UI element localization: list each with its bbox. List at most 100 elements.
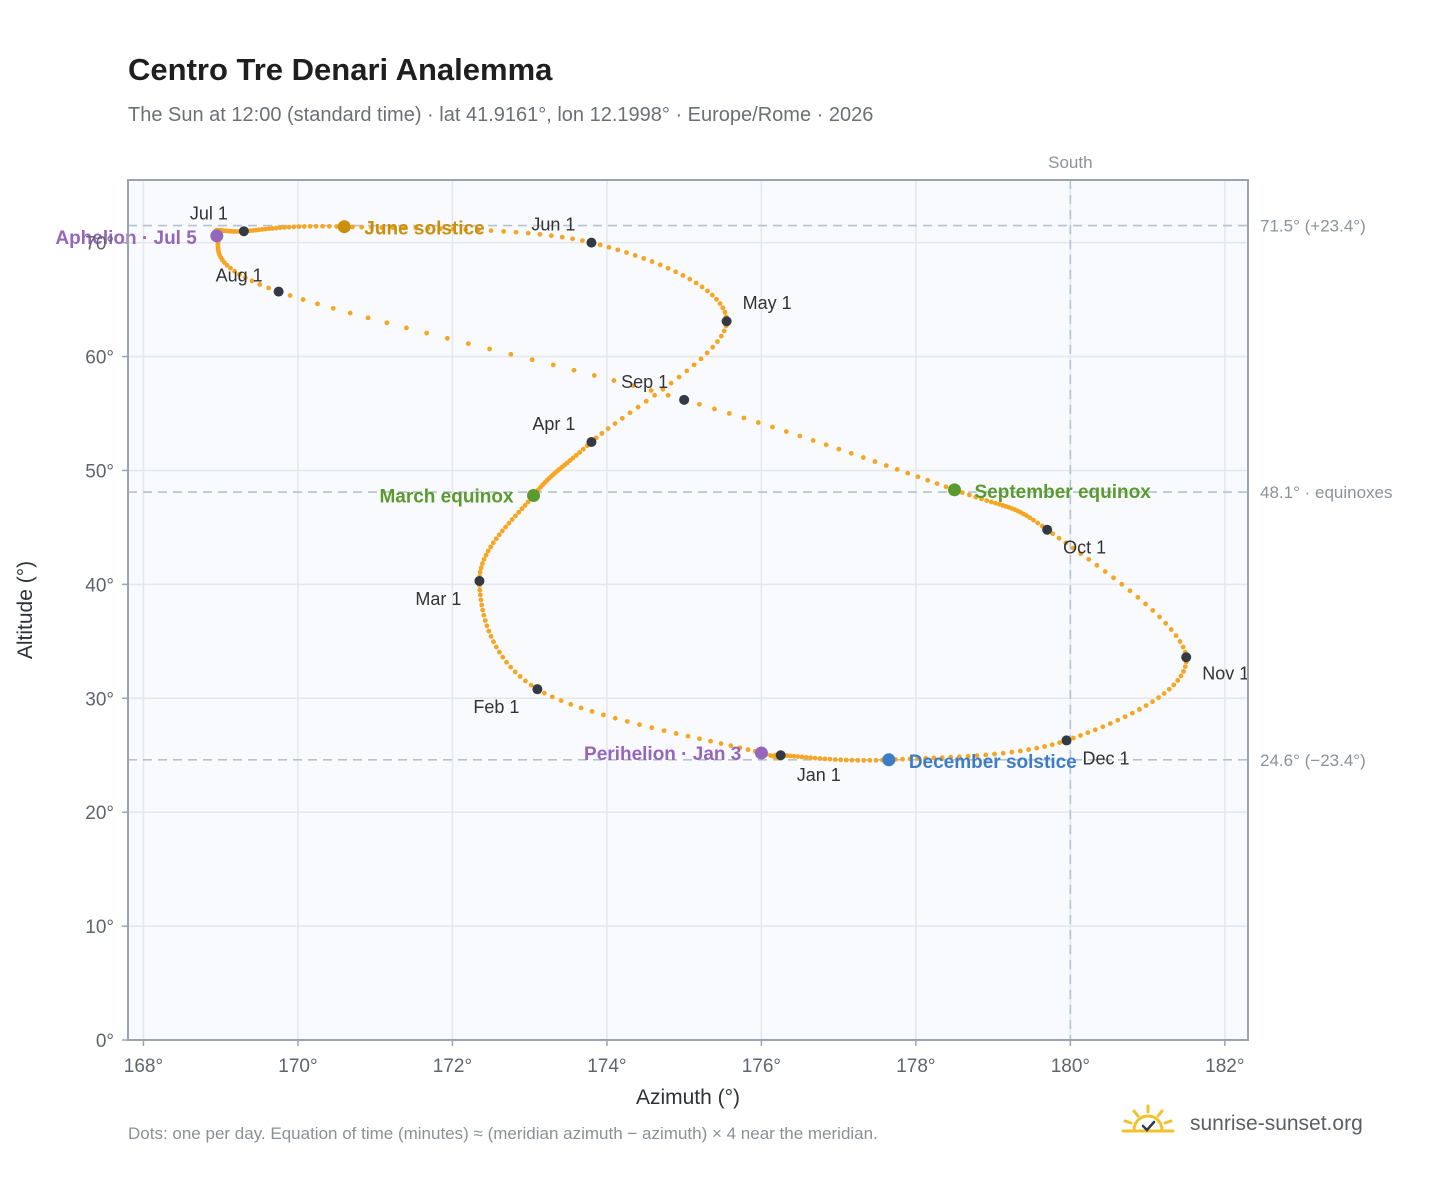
daily-sun-dot: [484, 623, 490, 629]
daily-sun-dot: [1031, 517, 1037, 523]
brand-logo[interactable]: sunrise-sunset.org: [1120, 1100, 1390, 1150]
daily-sun-dot: [900, 756, 905, 762]
daily-sun-dot: [665, 392, 671, 398]
daily-sun-dot: [1050, 531, 1056, 537]
daily-sun-dot: [480, 607, 486, 613]
daily-sun-dot: [705, 288, 710, 294]
daily-sun-dot: [848, 450, 854, 456]
daily-sun-dot: [1175, 678, 1181, 683]
daily-sun-dot: [291, 224, 297, 230]
daily-sun-dot: [907, 756, 913, 762]
daily-sun-dot: [810, 438, 816, 443]
daily-sun-dot: [849, 757, 855, 763]
daily-sun-dot: [832, 757, 838, 762]
x-tick-label: 182°: [1205, 1056, 1244, 1077]
month-label: Mar 1: [415, 589, 461, 609]
daily-sun-dot: [722, 309, 728, 315]
plot-frame: [127, 179, 1249, 1041]
daily-sun-dot: [487, 346, 492, 352]
daily-sun-dot: [477, 587, 483, 593]
daily-sun-dot: [737, 745, 743, 751]
daily-sun-dot: [330, 305, 336, 311]
event-label: June solstice: [364, 219, 484, 240]
daily-sun-dot: [517, 674, 523, 679]
month-label: Feb 1: [473, 697, 519, 717]
daily-sun-dot: [931, 755, 937, 761]
daily-sun-dot: [282, 224, 287, 230]
daily-sun-dot: [369, 224, 374, 230]
daily-sun-dot: [1181, 668, 1186, 674]
daily-sun-dot: [838, 757, 844, 763]
y-tick-label: 20°: [85, 803, 114, 824]
daily-sun-dot: [549, 694, 555, 700]
month-marker: [1061, 735, 1072, 746]
daily-sun-dot: [477, 569, 483, 575]
daily-sun-dot: [1182, 664, 1188, 670]
daily-sun-dot: [513, 229, 519, 235]
daily-sun-dot: [697, 401, 702, 407]
daily-sun-dot: [1150, 608, 1156, 613]
daily-sun-dot: [925, 477, 931, 483]
daily-sun-dot: [797, 433, 803, 439]
month-marker: [721, 316, 732, 327]
daily-sun-dot: [649, 259, 655, 264]
daily-sun-dot: [541, 690, 547, 696]
reference-line-label: South: [1048, 153, 1092, 172]
daily-sun-dot: [509, 517, 515, 522]
daily-sun-dot: [350, 224, 355, 230]
daily-sun-dot: [965, 753, 971, 759]
daily-sun-dot: [523, 678, 528, 684]
daily-sun-dot: [491, 639, 496, 645]
daily-sun-dot: [665, 265, 671, 271]
daily-sun-dot: [1009, 749, 1015, 755]
daily-sun-dot: [481, 556, 487, 562]
daily-sun-dot: [287, 293, 293, 298]
daily-sun-dot: [500, 654, 506, 660]
daily-sun-dot: [795, 754, 801, 759]
daily-sun-dot: [1078, 733, 1083, 738]
daily-sun-dot: [974, 753, 980, 758]
month-label: Jun 1: [531, 215, 575, 235]
daily-sun-dot: [516, 509, 522, 515]
daily-sun-dot: [905, 470, 911, 476]
daily-sun-dot: [481, 612, 487, 618]
daily-sun-dot: [493, 536, 499, 542]
daily-sun-dot: [1171, 682, 1177, 688]
daily-sun-dot: [307, 223, 313, 229]
daily-sun-dot: [228, 265, 233, 271]
daily-sun-dot: [249, 278, 255, 284]
daily-sun-dot: [649, 725, 655, 731]
daily-sun-dot: [712, 406, 717, 412]
daily-sun-dot: [652, 392, 657, 398]
brand-name[interactable]: sunrise-sunset.org: [1190, 1112, 1363, 1135]
daily-sun-dot: [915, 756, 921, 761]
daily-sun-dot: [973, 494, 979, 500]
event-marker: [882, 753, 896, 767]
daily-sun-dot: [488, 544, 494, 550]
daily-sun-dot: [444, 335, 450, 341]
daily-sun-dot: [296, 224, 302, 230]
daily-sun-dot: [499, 528, 505, 534]
daily-sun-dot: [597, 242, 603, 248]
month-marker: [273, 286, 284, 297]
daily-sun-dot: [224, 262, 230, 268]
daily-sun-dot: [568, 701, 574, 707]
daily-sun-dot: [1143, 703, 1149, 709]
event-marker: [947, 483, 961, 497]
x-tick-label: 174°: [587, 1056, 626, 1077]
daily-sun-dot: [1086, 556, 1092, 562]
daily-sun-dot: [1034, 745, 1040, 751]
daily-sun-dot: [943, 484, 949, 490]
daily-sun-dot: [580, 446, 586, 452]
daily-sun-dot: [635, 404, 641, 410]
daily-sun-dot: [808, 755, 813, 761]
daily-sun-dot: [503, 524, 508, 530]
daily-sun-dot: [611, 378, 617, 383]
daily-sun-dot: [915, 474, 921, 480]
daily-sun-dot: [1161, 691, 1167, 696]
x-tick-label: 176°: [742, 1056, 781, 1077]
daily-sun-dot: [1129, 710, 1135, 716]
daily-sun-dot: [959, 490, 965, 495]
daily-sun-dot: [404, 325, 409, 331]
